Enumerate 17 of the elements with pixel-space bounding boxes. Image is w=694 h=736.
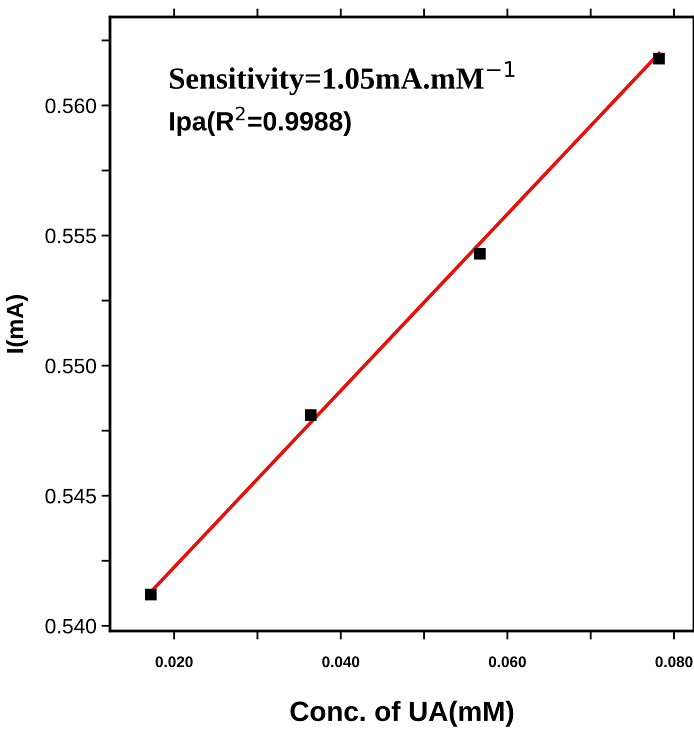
y-tick-label: 0.560 — [45, 98, 96, 114]
x-tick-label: 0.020 — [156, 656, 193, 668]
y-tick-label: 0.540 — [45, 618, 96, 634]
annotation: Ipa(R$^{2}$=0.9988) — [170, 106, 351, 136]
point — [653, 52, 665, 64]
point — [145, 588, 157, 600]
point — [304, 409, 317, 421]
x-tick-label: 0.040 — [322, 656, 360, 668]
y-axis-title: I(mA) — [6, 295, 28, 353]
x-tick-label: 0.060 — [488, 656, 526, 668]
x-axis-title: Conc. of UA(mM) — [290, 700, 514, 727]
point — [474, 248, 486, 260]
x-tick-label: 0.080 — [655, 656, 692, 668]
annotation: Sensitivity=1.05mA.mM$^{−1}$ — [170, 61, 514, 96]
y-tick-label: 0.550 — [45, 358, 96, 374]
y-tick-label: 0.555 — [45, 228, 96, 244]
y-tick-label: 0.545 — [45, 488, 96, 504]
